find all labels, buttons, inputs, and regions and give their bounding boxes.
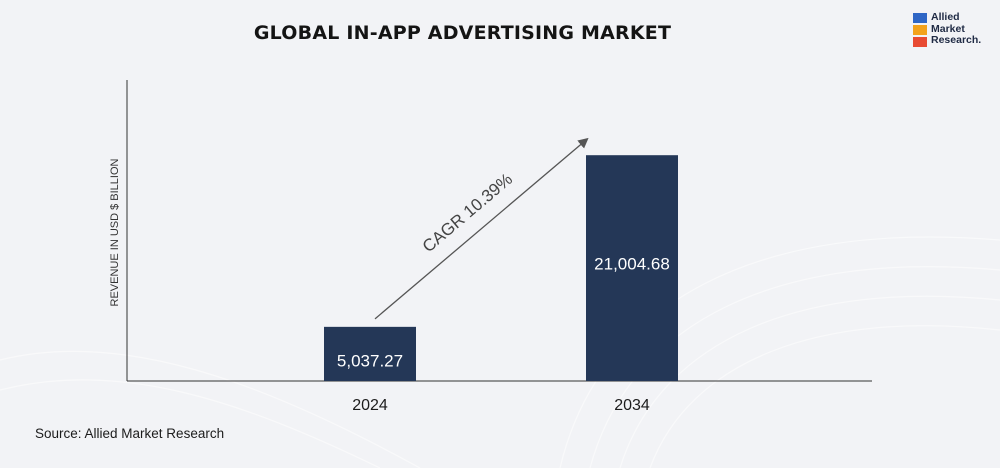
cagr-annotation: CAGR 10.39% [419,170,516,257]
x-tick-label-2034: 2034 [614,397,650,414]
cagr-arrow [374,137,589,320]
allied-market-research-logo: Allied Market Research. [913,11,993,53]
logo-line-3: Research. [931,34,982,46]
logo-line-2: Market [931,22,965,35]
data-label-2024: 5,037.27 [337,351,403,370]
bar-2024 [324,326,416,381]
chart-title: GLOBAL IN-APP ADVERTISING MARKET [253,22,672,44]
data-label-2034: 21,004.68 [594,255,670,274]
source-note: Source: Allied Market Research [35,426,225,441]
allied-market-research-logo-icon [913,13,927,49]
bar-2034 [586,155,678,381]
x-tick-label-2024: 2024 [352,397,388,414]
logo-line-1: Allied [931,11,960,23]
y-axis-label: REVENUE IN USD $ BILLION [109,158,121,306]
logo-text: Allied Market Research. [931,11,982,47]
